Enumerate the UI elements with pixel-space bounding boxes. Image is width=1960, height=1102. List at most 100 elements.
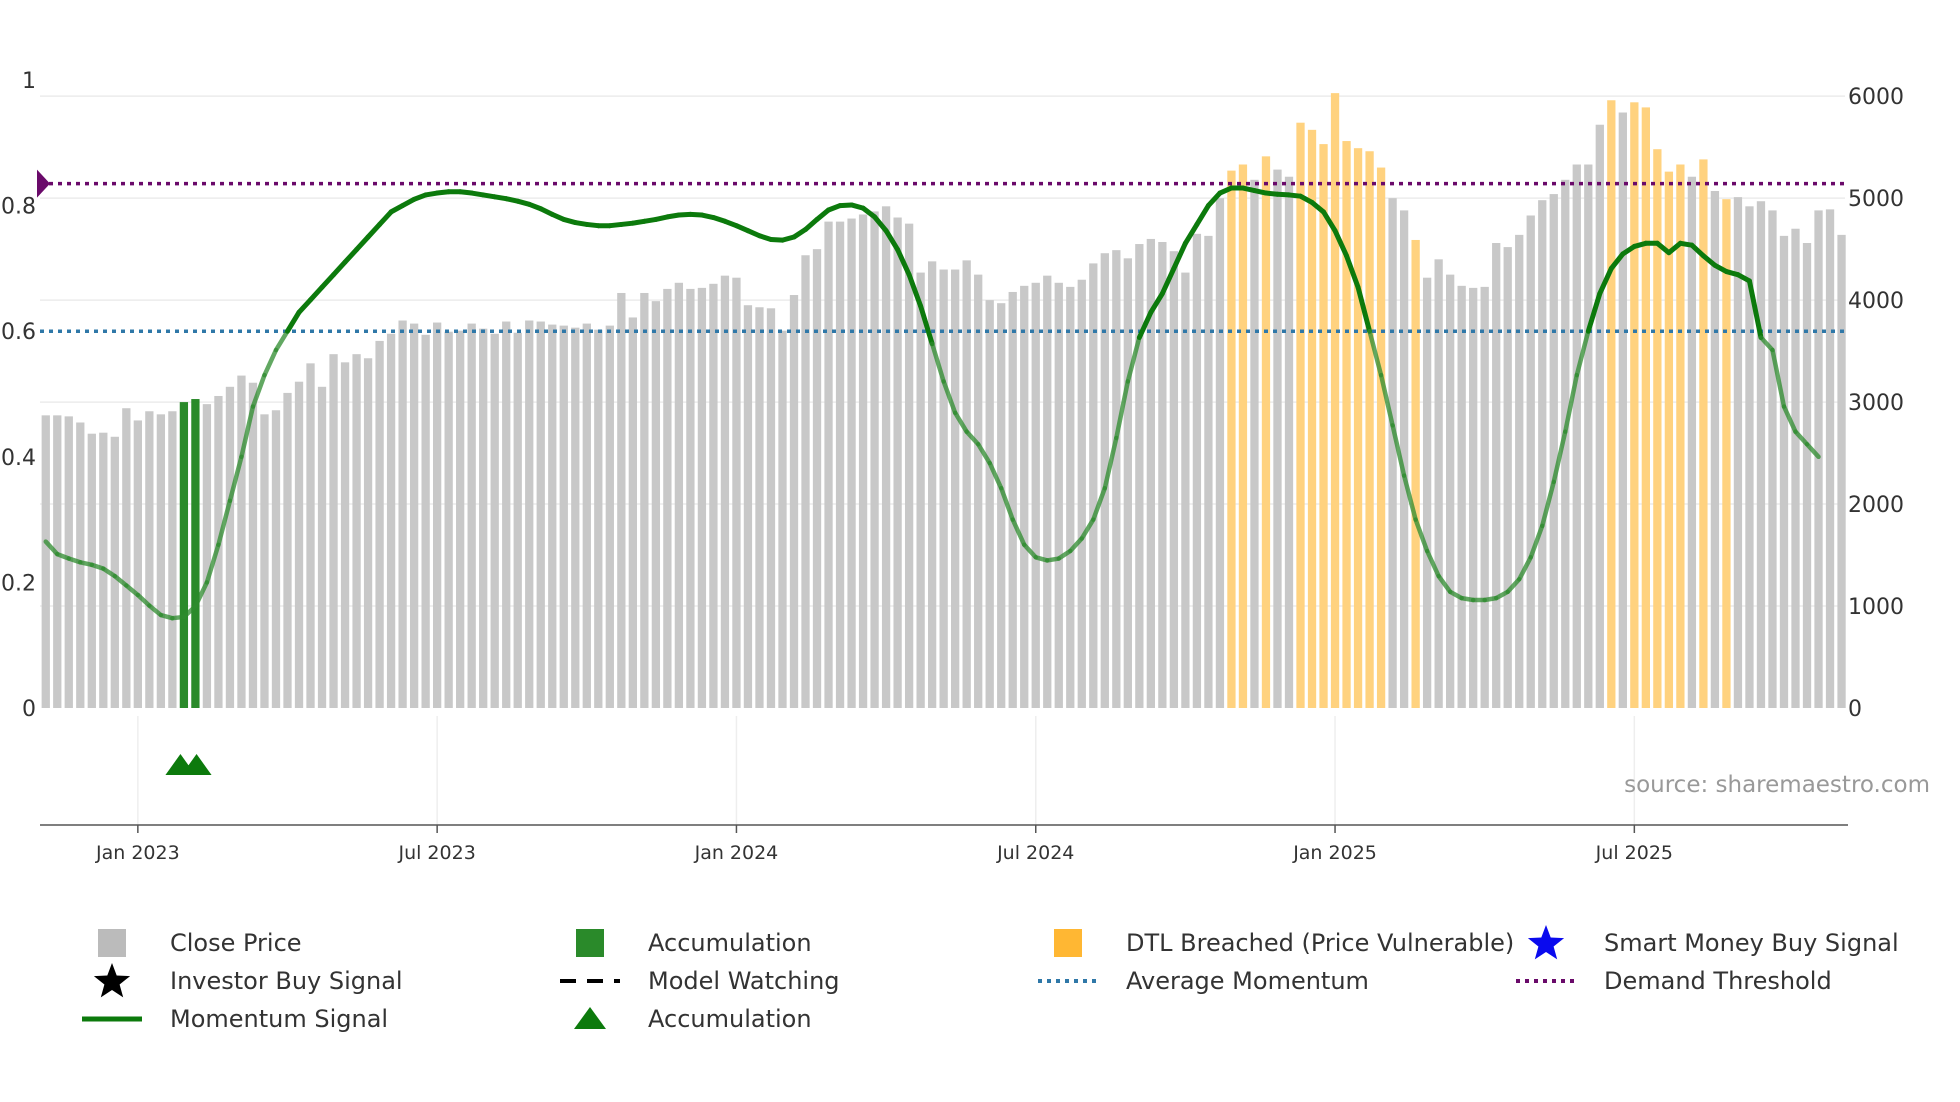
close-price-bar — [306, 363, 315, 708]
close-price-bar — [916, 272, 925, 708]
momentum-segment — [1758, 335, 1775, 353]
momentum-segment — [1689, 242, 1706, 259]
close-price-bar — [340, 362, 350, 708]
close-price-bar — [789, 295, 799, 708]
momentum-segment — [1793, 429, 1810, 447]
axes: 0 0.2 0.4 0.6 0.8 1 0 1000 2000 3000 4000 5000 6000 J… — [1, 69, 1904, 864]
close-price-bar — [847, 218, 856, 708]
dtl-breached-bar — [1330, 93, 1340, 708]
close-price-bar — [1492, 243, 1501, 708]
close-price-bar — [663, 288, 672, 708]
momentum-segment — [1182, 221, 1200, 246]
momentum-segment — [906, 272, 924, 309]
dtl-breached-bar — [1676, 164, 1685, 708]
close-price-bar — [1549, 194, 1558, 708]
close-price-bar — [363, 358, 373, 708]
dtl-breached-bar — [1342, 141, 1351, 709]
accumulation-bar — [179, 402, 189, 708]
close-price-bar — [548, 324, 557, 708]
right-axis-tick-label: 3000 — [1848, 391, 1904, 416]
momentum-segment — [1563, 372, 1580, 434]
momentum-segment — [1528, 523, 1545, 560]
legend-item-demand: Demand Threshold — [1516, 967, 1832, 995]
close-price-bar — [1020, 285, 1029, 708]
x-axis-tick-label: Jan 2023 — [95, 842, 180, 864]
close-price-bar — [237, 375, 246, 708]
dtl-breached-bar — [1365, 151, 1374, 708]
close-price-bar — [317, 386, 327, 708]
dtl-breached-bar — [1296, 122, 1305, 708]
momentum-segment — [227, 454, 244, 504]
legend-label: Momentum Signal — [170, 1005, 388, 1033]
momentum-segment — [987, 460, 1004, 491]
close-price-bar — [202, 404, 212, 708]
close-price-bar — [858, 214, 868, 708]
momentum-segment — [929, 341, 946, 384]
momentum-lines — [43, 185, 1821, 621]
dtl-breached-bar — [1722, 199, 1731, 709]
right-axis-tick-label: 6000 — [1848, 85, 1904, 110]
close-price-bar — [398, 320, 407, 708]
momentum-segment — [1585, 291, 1603, 334]
close-price-bar — [951, 269, 960, 708]
close-price-bar — [617, 292, 626, 708]
close-price-bar — [1584, 164, 1593, 708]
close-price-bar — [1733, 197, 1743, 708]
momentum-segment — [1355, 284, 1373, 334]
reference-lines — [37, 169, 1845, 333]
momentum-segment — [308, 284, 325, 303]
close-price-bar — [571, 327, 580, 708]
close-price-bar — [145, 411, 154, 708]
momentum-segment — [1608, 251, 1626, 271]
momentum-segment — [1205, 190, 1223, 209]
close-price-bar — [1469, 287, 1478, 708]
momentum-segment — [1102, 435, 1119, 491]
momentum-segment — [1332, 228, 1350, 259]
momentum-segment — [273, 328, 290, 353]
close-price-bar — [1388, 198, 1397, 708]
x-axis-tick-label: Jan 2025 — [1292, 842, 1377, 864]
close-price-bar — [479, 328, 488, 708]
close-price-bar — [513, 332, 522, 708]
close-price-bar — [927, 261, 937, 708]
momentum-segment — [1091, 485, 1108, 522]
close-price-bar — [536, 321, 545, 708]
momentum-segment — [1770, 347, 1787, 409]
close-price-bar — [651, 301, 661, 708]
close-price-bar — [1146, 238, 1156, 708]
close-price-bar — [835, 221, 845, 708]
close-price-bar — [41, 415, 50, 708]
accumulation-bar — [191, 399, 200, 708]
legend-label: Accumulation — [648, 929, 812, 957]
legend-label: DTL Breached (Price Vulnerable) — [1126, 929, 1514, 957]
close-price-bar — [433, 322, 442, 708]
dtl-breached-bar — [1607, 100, 1616, 708]
close-price-bar — [640, 292, 649, 708]
close-price-bar — [1825, 209, 1835, 709]
close-price-bar — [490, 333, 499, 708]
close-price-bar — [1538, 200, 1547, 708]
close-price-bar — [1043, 275, 1052, 708]
momentum-segment — [1021, 542, 1038, 560]
momentum-segment — [262, 347, 279, 378]
dtl-breached-bar — [1238, 164, 1248, 708]
close-price-bar — [1837, 234, 1846, 709]
close-price-bar — [444, 331, 453, 708]
close-price-bar — [709, 283, 718, 708]
close-price-bar — [386, 333, 396, 708]
momentum-segment — [803, 216, 820, 232]
x-axis-tick-label: Jan 2024 — [694, 842, 779, 864]
momentum-segment — [1114, 379, 1131, 441]
momentum-segment — [135, 592, 152, 608]
momentum-segment — [147, 603, 164, 618]
close-price-bar — [743, 305, 753, 708]
momentum-segment — [124, 583, 141, 598]
momentum-segment — [239, 404, 256, 460]
close-price-bar — [824, 221, 833, 708]
close-price-bar — [1204, 235, 1213, 708]
momentum-segment — [284, 309, 302, 334]
close-price-bar — [1031, 282, 1040, 708]
legend-item-smart: Smart Money Buy Signal — [1527, 925, 1899, 960]
close-price-bar — [421, 334, 430, 708]
close-price-bar — [904, 223, 914, 709]
